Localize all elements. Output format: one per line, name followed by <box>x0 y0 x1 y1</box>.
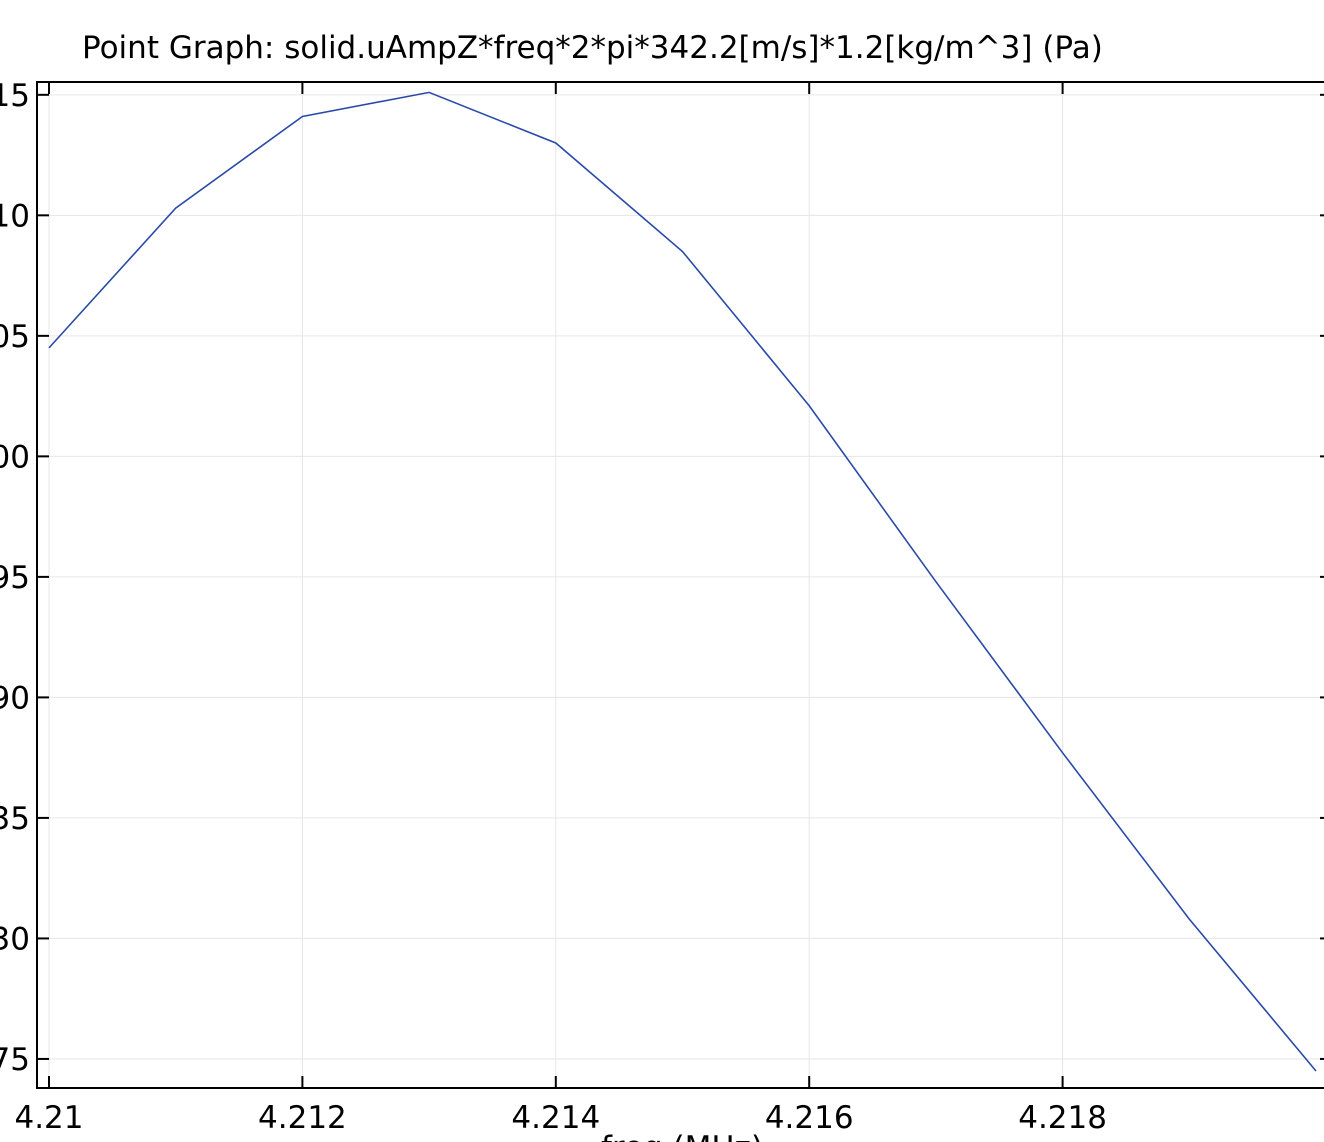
x-tick-label: 4.214 <box>511 1100 600 1136</box>
y-tick-label: 35 <box>0 801 30 837</box>
plot-frame <box>36 81 1324 1089</box>
y-tick-label: 05 <box>0 319 30 355</box>
grid-layer <box>37 82 1324 1088</box>
y-tick-label: 10 <box>0 198 30 234</box>
tick-layer <box>37 82 1324 1088</box>
y-tick-label: 75 <box>0 1042 30 1078</box>
y-tick-label: 15 <box>0 78 30 114</box>
x-axis-label: freq (MHz) <box>601 1130 763 1142</box>
chart-title: Point Graph: solid.uAmpZ*freq*2*pi*342.2… <box>82 30 1103 66</box>
x-tick-label: 4.212 <box>258 1100 347 1136</box>
series-layer <box>48 91 1317 1072</box>
y-tick-label: 30 <box>0 921 30 957</box>
x-tick-label: 4.216 <box>765 1100 854 1136</box>
y-tick-label: 90 <box>0 680 30 716</box>
y-tick-label: 00 <box>0 439 30 475</box>
x-tick-label: 4.21 <box>14 1100 83 1136</box>
y-tick-label: 95 <box>0 560 30 596</box>
x-tick-label: 4.218 <box>1018 1100 1107 1136</box>
label-layer: 4.21 4.212 4.214 4.216 4.218 75 30 35 90 95 00 05 10… <box>0 78 1107 1136</box>
series-line <box>48 91 1317 1072</box>
